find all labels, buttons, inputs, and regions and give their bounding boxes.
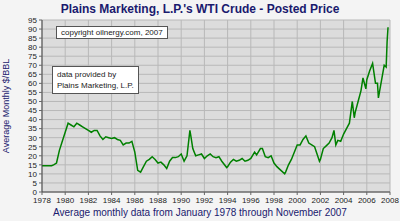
svg-text:60: 60 (28, 79, 37, 88)
svg-text:95: 95 (28, 16, 37, 25)
svg-text:70: 70 (28, 61, 37, 70)
svg-text:20: 20 (28, 152, 37, 161)
svg-text:1978: 1978 (33, 196, 51, 205)
svg-text:40: 40 (28, 115, 37, 124)
svg-text:1980: 1980 (56, 196, 74, 205)
svg-text:10: 10 (28, 170, 37, 179)
svg-text:1996: 1996 (242, 196, 260, 205)
svg-text:35: 35 (28, 124, 37, 133)
svg-text:50: 50 (28, 97, 37, 106)
svg-text:Average Monthly $/BBL: Average Monthly $/BBL (8, 59, 11, 153)
svg-text:1986: 1986 (126, 196, 144, 205)
svg-text:2004: 2004 (335, 196, 353, 205)
svg-text:5: 5 (33, 179, 38, 188)
svg-text:15: 15 (28, 161, 37, 170)
svg-text:1988: 1988 (149, 196, 167, 205)
svg-text:2002: 2002 (312, 196, 330, 205)
svg-text:2006: 2006 (358, 196, 376, 205)
html-text:Plains Marketing, L.P.'s WTI C: Plains Marketing, L.P.'s WTI Crude - Pos… (60, 2, 340, 16)
svg-text:30: 30 (28, 134, 37, 143)
svg-text:45: 45 (28, 106, 37, 115)
svg-text:85: 85 (28, 34, 37, 43)
svg-text:2008: 2008 (381, 196, 392, 205)
svg-text:55: 55 (28, 88, 37, 97)
svg-text:80: 80 (28, 43, 37, 52)
html-text:Average monthly data from Janu: Average monthly data from January 1978 t… (53, 207, 347, 218)
html-text:data provided by Plains Market: data provided by Plains Marketing, L.P. (57, 70, 134, 90)
html-text:copyright oilnergy.com, 2007: copyright oilnergy.com, 2007 (61, 28, 163, 37)
svg-text:1984: 1984 (103, 196, 121, 205)
svg-text:90: 90 (28, 25, 37, 34)
svg-text:1990: 1990 (172, 196, 190, 205)
svg-text:1992: 1992 (196, 196, 214, 205)
svg-text:2000: 2000 (288, 196, 306, 205)
svg-text:1994: 1994 (219, 196, 237, 205)
svg-text:65: 65 (28, 70, 37, 79)
svg-text:25: 25 (28, 143, 37, 152)
svg-text:1998: 1998 (265, 196, 283, 205)
svg-text:0: 0 (33, 188, 38, 197)
svg-text:1982: 1982 (80, 196, 98, 205)
svg-text:75: 75 (28, 52, 37, 61)
